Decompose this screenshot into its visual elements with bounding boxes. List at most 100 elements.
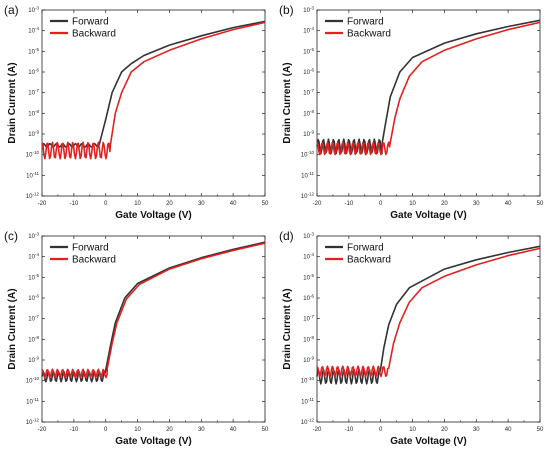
x-axis-title: Gate Voltage (V) [390,210,467,221]
x-tick-label: -10 [345,201,354,207]
x-tick-label: -20 [38,427,47,433]
legend-label-forward: Forward [347,17,384,28]
y-tick-label: 10-11 [301,397,314,406]
y-tick-label: 10-8 [28,335,39,344]
x-tick-label: 0 [379,427,383,433]
panel-label: (d) [279,229,294,243]
y-tick-label: 10-3 [28,232,39,241]
y-tick-label: 10-5 [303,273,314,282]
y-tick-label: 10-6 [303,294,314,303]
legend-label-forward: Forward [347,243,384,254]
x-tick-label: 10 [409,201,416,207]
panel-label: (c) [4,229,18,243]
x-tick-label: 10 [134,427,141,433]
y-tick-label: 10-4 [303,26,314,35]
y-tick-label: 10-4 [28,252,39,260]
y-tick-label: 10-6 [28,68,39,77]
y-tick-label: 10-12 [301,192,315,201]
y-tick-label: 10-9 [28,130,39,139]
y-tick-label: 10-9 [303,356,314,365]
panel-label: (a) [4,3,19,17]
series-line-backward [41,242,266,379]
x-tick-label: 0 [379,201,383,207]
y-tick-label: 10-7 [303,88,314,97]
x-tick-label: 0 [104,427,108,433]
y-tick-label: 10-6 [28,294,39,303]
legend-label-backward: Backward [72,29,116,40]
series-line-forward [41,20,266,148]
y-tick-label: 10-10 [301,376,315,385]
y-tick-label: 10-5 [28,47,39,56]
x-tick-label: 10 [409,427,416,433]
y-tick-label: 10-5 [303,47,314,56]
x-tick-label: 40 [505,201,512,207]
legend-label-backward: Backward [347,29,391,40]
x-tick-label: 0 [104,201,108,207]
legend-label-forward: Forward [72,243,109,254]
y-tick-label: 10-3 [303,232,314,241]
y-tick-label: 10-11 [26,397,39,406]
y-tick-label: 10-7 [28,88,39,97]
y-axis-title: Drain Current (A) [282,288,293,369]
y-tick-label: 10-7 [303,314,314,323]
x-tick-label: 50 [537,427,544,433]
y-tick-label: 10-10 [26,376,40,385]
x-tick-label: 40 [505,427,512,433]
y-tick-label: 10-3 [303,6,314,15]
panel-label: (b) [279,3,294,17]
chart-panel-1: (a) -20 -10 0 10 20 30 40 50 10-12 10-11 10-10 10-9 1… [4,3,269,221]
y-tick-label: 10-3 [28,6,39,15]
series-line-backward [41,21,266,160]
x-tick-label: 10 [134,201,141,207]
y-tick-label: 10-10 [26,150,40,159]
y-tick-label: 10-4 [28,26,39,35]
y-tick-label: 10-4 [303,252,314,260]
y-axis-title: Drain Current (A) [7,288,18,369]
y-tick-label: 10-11 [301,171,314,180]
y-tick-label: 10-6 [303,68,314,77]
series-line-forward [316,19,541,155]
y-tick-label: 10-9 [28,356,39,365]
x-tick-label: 20 [441,427,448,433]
x-tick-label: 50 [262,427,269,433]
x-tick-label: 30 [473,201,480,207]
x-tick-label: 20 [166,201,173,207]
x-tick-label: 50 [537,201,544,207]
x-tick-label: -10 [70,427,79,433]
y-tick-label: 10-8 [303,109,314,118]
x-axis-title: Gate Voltage (V) [115,436,192,447]
chart-panel-4: (d) -20 -10 0 10 20 30 40 50 10-12 10-11 10-10 10-9 1… [279,229,544,447]
y-tick-label: 10-8 [28,109,39,118]
y-tick-label: 10-11 [26,171,39,180]
chart-panel-2: (b) -20 -10 0 10 20 30 40 50 10-12 10-11 10-10 10-9 1… [279,3,544,221]
chart-panel-3: (c) -20 -10 0 10 20 30 40 50 10-12 10-11 10-10 10-9 1… [4,229,269,447]
y-tick-label: 10-12 [26,418,40,427]
x-tick-label: 30 [198,427,205,433]
x-axis-title: Gate Voltage (V) [390,436,467,447]
x-tick-label: 30 [473,427,480,433]
legend-label-forward: Forward [72,17,109,28]
x-axis-title: Gate Voltage (V) [115,210,192,221]
y-tick-label: 10-7 [28,314,39,323]
legend-label-backward: Backward [72,255,116,266]
x-tick-label: 20 [166,427,173,433]
x-tick-label: -20 [313,201,322,207]
x-tick-label: -10 [70,201,79,207]
y-axis-title: Drain Current (A) [282,62,293,143]
series-line-backward [316,247,541,378]
x-tick-label: 40 [230,201,237,207]
y-tick-label: 10-12 [26,192,40,201]
y-tick-label: 10-8 [303,335,314,344]
y-tick-label: 10-12 [301,418,315,427]
y-tick-label: 10-5 [28,273,39,282]
y-tick-label: 10-10 [301,150,315,159]
x-tick-label: -20 [38,201,47,207]
x-tick-label: 20 [441,201,448,207]
legend-label-backward: Backward [347,255,391,266]
x-tick-label: 50 [262,201,269,207]
x-tick-label: 30 [198,201,205,207]
x-tick-label: -10 [345,427,354,433]
y-tick-label: 10-9 [303,130,314,139]
x-tick-label: -20 [313,427,322,433]
